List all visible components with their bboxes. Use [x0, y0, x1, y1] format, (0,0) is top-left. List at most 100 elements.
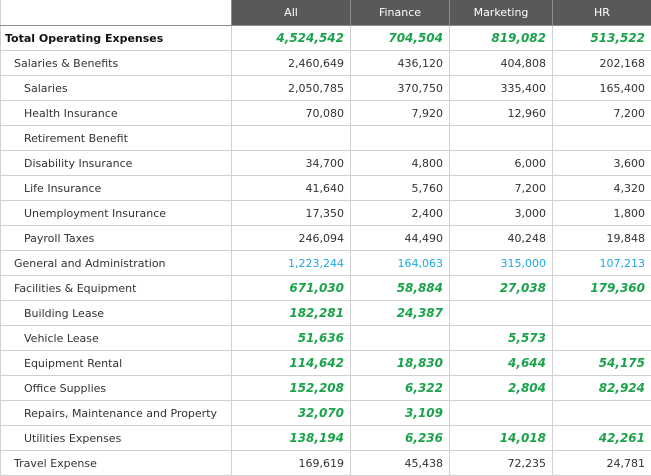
column-header-hr[interactable]: HR: [552, 0, 651, 26]
value-cell[interactable]: 138,194: [231, 425, 351, 451]
table-row[interactable]: Unemployment Insurance 17,350 2,400 3,000 1,…: [0, 200, 651, 226]
value-cell[interactable]: 335,400: [449, 75, 553, 101]
value-cell[interactable]: 1,223,244: [231, 250, 351, 276]
value-cell[interactable]: 5,760: [350, 175, 450, 201]
row-label[interactable]: Salaries: [0, 75, 232, 101]
table-row[interactable]: Salaries 2,050,785 370,750 335,400 165,400: [0, 75, 651, 101]
value-cell[interactable]: [552, 325, 651, 351]
table-row[interactable]: Payroll Taxes 246,094 44,490 40,248 19,848: [0, 225, 651, 251]
value-cell[interactable]: 24,387: [350, 300, 450, 326]
table-row[interactable]: Salaries & Benefits 2,460,649 436,120 404,8…: [0, 50, 651, 76]
row-label[interactable]: Total Operating Expenses: [0, 25, 232, 51]
value-cell[interactable]: 82,924: [552, 375, 651, 401]
value-cell[interactable]: 18,830: [350, 350, 450, 376]
value-cell[interactable]: [449, 125, 553, 151]
value-cell[interactable]: 19,848: [552, 225, 651, 251]
value-cell[interactable]: 704,504: [350, 25, 450, 51]
row-label[interactable]: Utilities Expenses: [0, 425, 232, 451]
value-cell[interactable]: 315,000: [449, 250, 553, 276]
column-header-all[interactable]: All: [231, 0, 351, 26]
row-label[interactable]: General and Administration: [0, 250, 232, 276]
value-cell[interactable]: 436,120: [350, 50, 450, 76]
value-cell[interactable]: 179,360: [552, 275, 651, 301]
row-label[interactable]: Travel Expense: [0, 450, 232, 476]
value-cell[interactable]: 2,400: [350, 200, 450, 226]
value-cell[interactable]: 169,619: [231, 450, 351, 476]
value-cell[interactable]: 4,800: [350, 150, 450, 176]
value-cell[interactable]: 246,094: [231, 225, 351, 251]
row-label[interactable]: Life Insurance: [0, 175, 232, 201]
value-cell[interactable]: 70,080: [231, 100, 351, 126]
table-row[interactable]: Retirement Benefit: [0, 125, 651, 151]
value-cell[interactable]: [350, 125, 450, 151]
column-header-finance[interactable]: Finance: [350, 0, 450, 26]
value-cell[interactable]: 72,235: [449, 450, 553, 476]
table-row[interactable]: General and Administration 1,223,244 164,0…: [0, 250, 651, 276]
row-label[interactable]: Unemployment Insurance: [0, 200, 232, 226]
value-cell[interactable]: 24,781: [552, 450, 651, 476]
value-cell[interactable]: 44,490: [350, 225, 450, 251]
column-header-marketing[interactable]: Marketing: [449, 0, 553, 26]
table-row[interactable]: Equipment Rental 114,642 18,830 4,644 54,175: [0, 350, 651, 376]
row-label[interactable]: Payroll Taxes: [0, 225, 232, 251]
value-cell[interactable]: [350, 325, 450, 351]
value-cell[interactable]: 107,213: [552, 250, 651, 276]
value-cell[interactable]: 202,168: [552, 50, 651, 76]
value-cell[interactable]: 404,808: [449, 50, 553, 76]
table-row[interactable]: Vehicle Lease 51,636 5,573: [0, 325, 651, 351]
table-row[interactable]: Office Supplies 152,208 6,322 2,804 82,924: [0, 375, 651, 401]
row-label[interactable]: Facilities & Equipment: [0, 275, 232, 301]
table-row[interactable]: Repairs, Maintenance and Property 32,070 3…: [0, 400, 651, 426]
value-cell[interactable]: 34,700: [231, 150, 351, 176]
value-cell[interactable]: 164,063: [350, 250, 450, 276]
table-row[interactable]: Disability Insurance 34,700 4,800 6,000 3,60…: [0, 150, 651, 176]
value-cell[interactable]: 3,600: [552, 150, 651, 176]
value-cell[interactable]: 51,636: [231, 325, 351, 351]
value-cell[interactable]: 40,248: [449, 225, 553, 251]
value-cell[interactable]: 4,524,542: [231, 25, 351, 51]
value-cell[interactable]: 114,642: [231, 350, 351, 376]
table-row[interactable]: Health Insurance 70,080 7,920 12,960 7,200: [0, 100, 651, 126]
value-cell[interactable]: 2,050,785: [231, 75, 351, 101]
value-cell[interactable]: 7,920: [350, 100, 450, 126]
row-label[interactable]: Disability Insurance: [0, 150, 232, 176]
row-label[interactable]: Retirement Benefit: [0, 125, 232, 151]
value-cell[interactable]: 2,804: [449, 375, 553, 401]
value-cell[interactable]: 6,322: [350, 375, 450, 401]
value-cell[interactable]: 41,640: [231, 175, 351, 201]
value-cell[interactable]: 54,175: [552, 350, 651, 376]
value-cell[interactable]: 17,350: [231, 200, 351, 226]
value-cell[interactable]: 14,018: [449, 425, 553, 451]
row-label[interactable]: Office Supplies: [0, 375, 232, 401]
value-cell[interactable]: 671,030: [231, 275, 351, 301]
value-cell[interactable]: 370,750: [350, 75, 450, 101]
value-cell[interactable]: [231, 125, 351, 151]
value-cell[interactable]: [552, 125, 651, 151]
row-label[interactable]: Vehicle Lease: [0, 325, 232, 351]
value-cell[interactable]: 2,460,649: [231, 50, 351, 76]
value-cell[interactable]: 12,960: [449, 100, 553, 126]
row-label[interactable]: Salaries & Benefits: [0, 50, 232, 76]
value-cell[interactable]: 58,884: [350, 275, 450, 301]
table-row[interactable]: Building Lease 182,281 24,387: [0, 300, 651, 326]
value-cell[interactable]: 1,800: [552, 200, 651, 226]
value-cell[interactable]: 5,573: [449, 325, 553, 351]
value-cell[interactable]: 6,236: [350, 425, 450, 451]
value-cell[interactable]: 6,000: [449, 150, 553, 176]
value-cell[interactable]: 27,038: [449, 275, 553, 301]
value-cell[interactable]: 32,070: [231, 400, 351, 426]
value-cell[interactable]: 7,200: [449, 175, 553, 201]
table-row[interactable]: Travel Expense 169,619 45,438 72,235 24,781: [0, 450, 651, 476]
table-row[interactable]: Life Insurance 41,640 5,760 7,200 4,320: [0, 175, 651, 201]
value-cell[interactable]: 3,109: [350, 400, 450, 426]
value-cell[interactable]: 165,400: [552, 75, 651, 101]
value-cell[interactable]: 819,082: [449, 25, 553, 51]
table-row[interactable]: Total Operating Expenses 4,524,542 704,504…: [0, 25, 651, 51]
row-label[interactable]: Building Lease: [0, 300, 232, 326]
value-cell[interactable]: 42,261: [552, 425, 651, 451]
value-cell[interactable]: 182,281: [231, 300, 351, 326]
value-cell[interactable]: [552, 300, 651, 326]
table-row[interactable]: Facilities & Equipment 671,030 58,884 27,03…: [0, 275, 651, 301]
row-label[interactable]: Equipment Rental: [0, 350, 232, 376]
value-cell[interactable]: [449, 300, 553, 326]
